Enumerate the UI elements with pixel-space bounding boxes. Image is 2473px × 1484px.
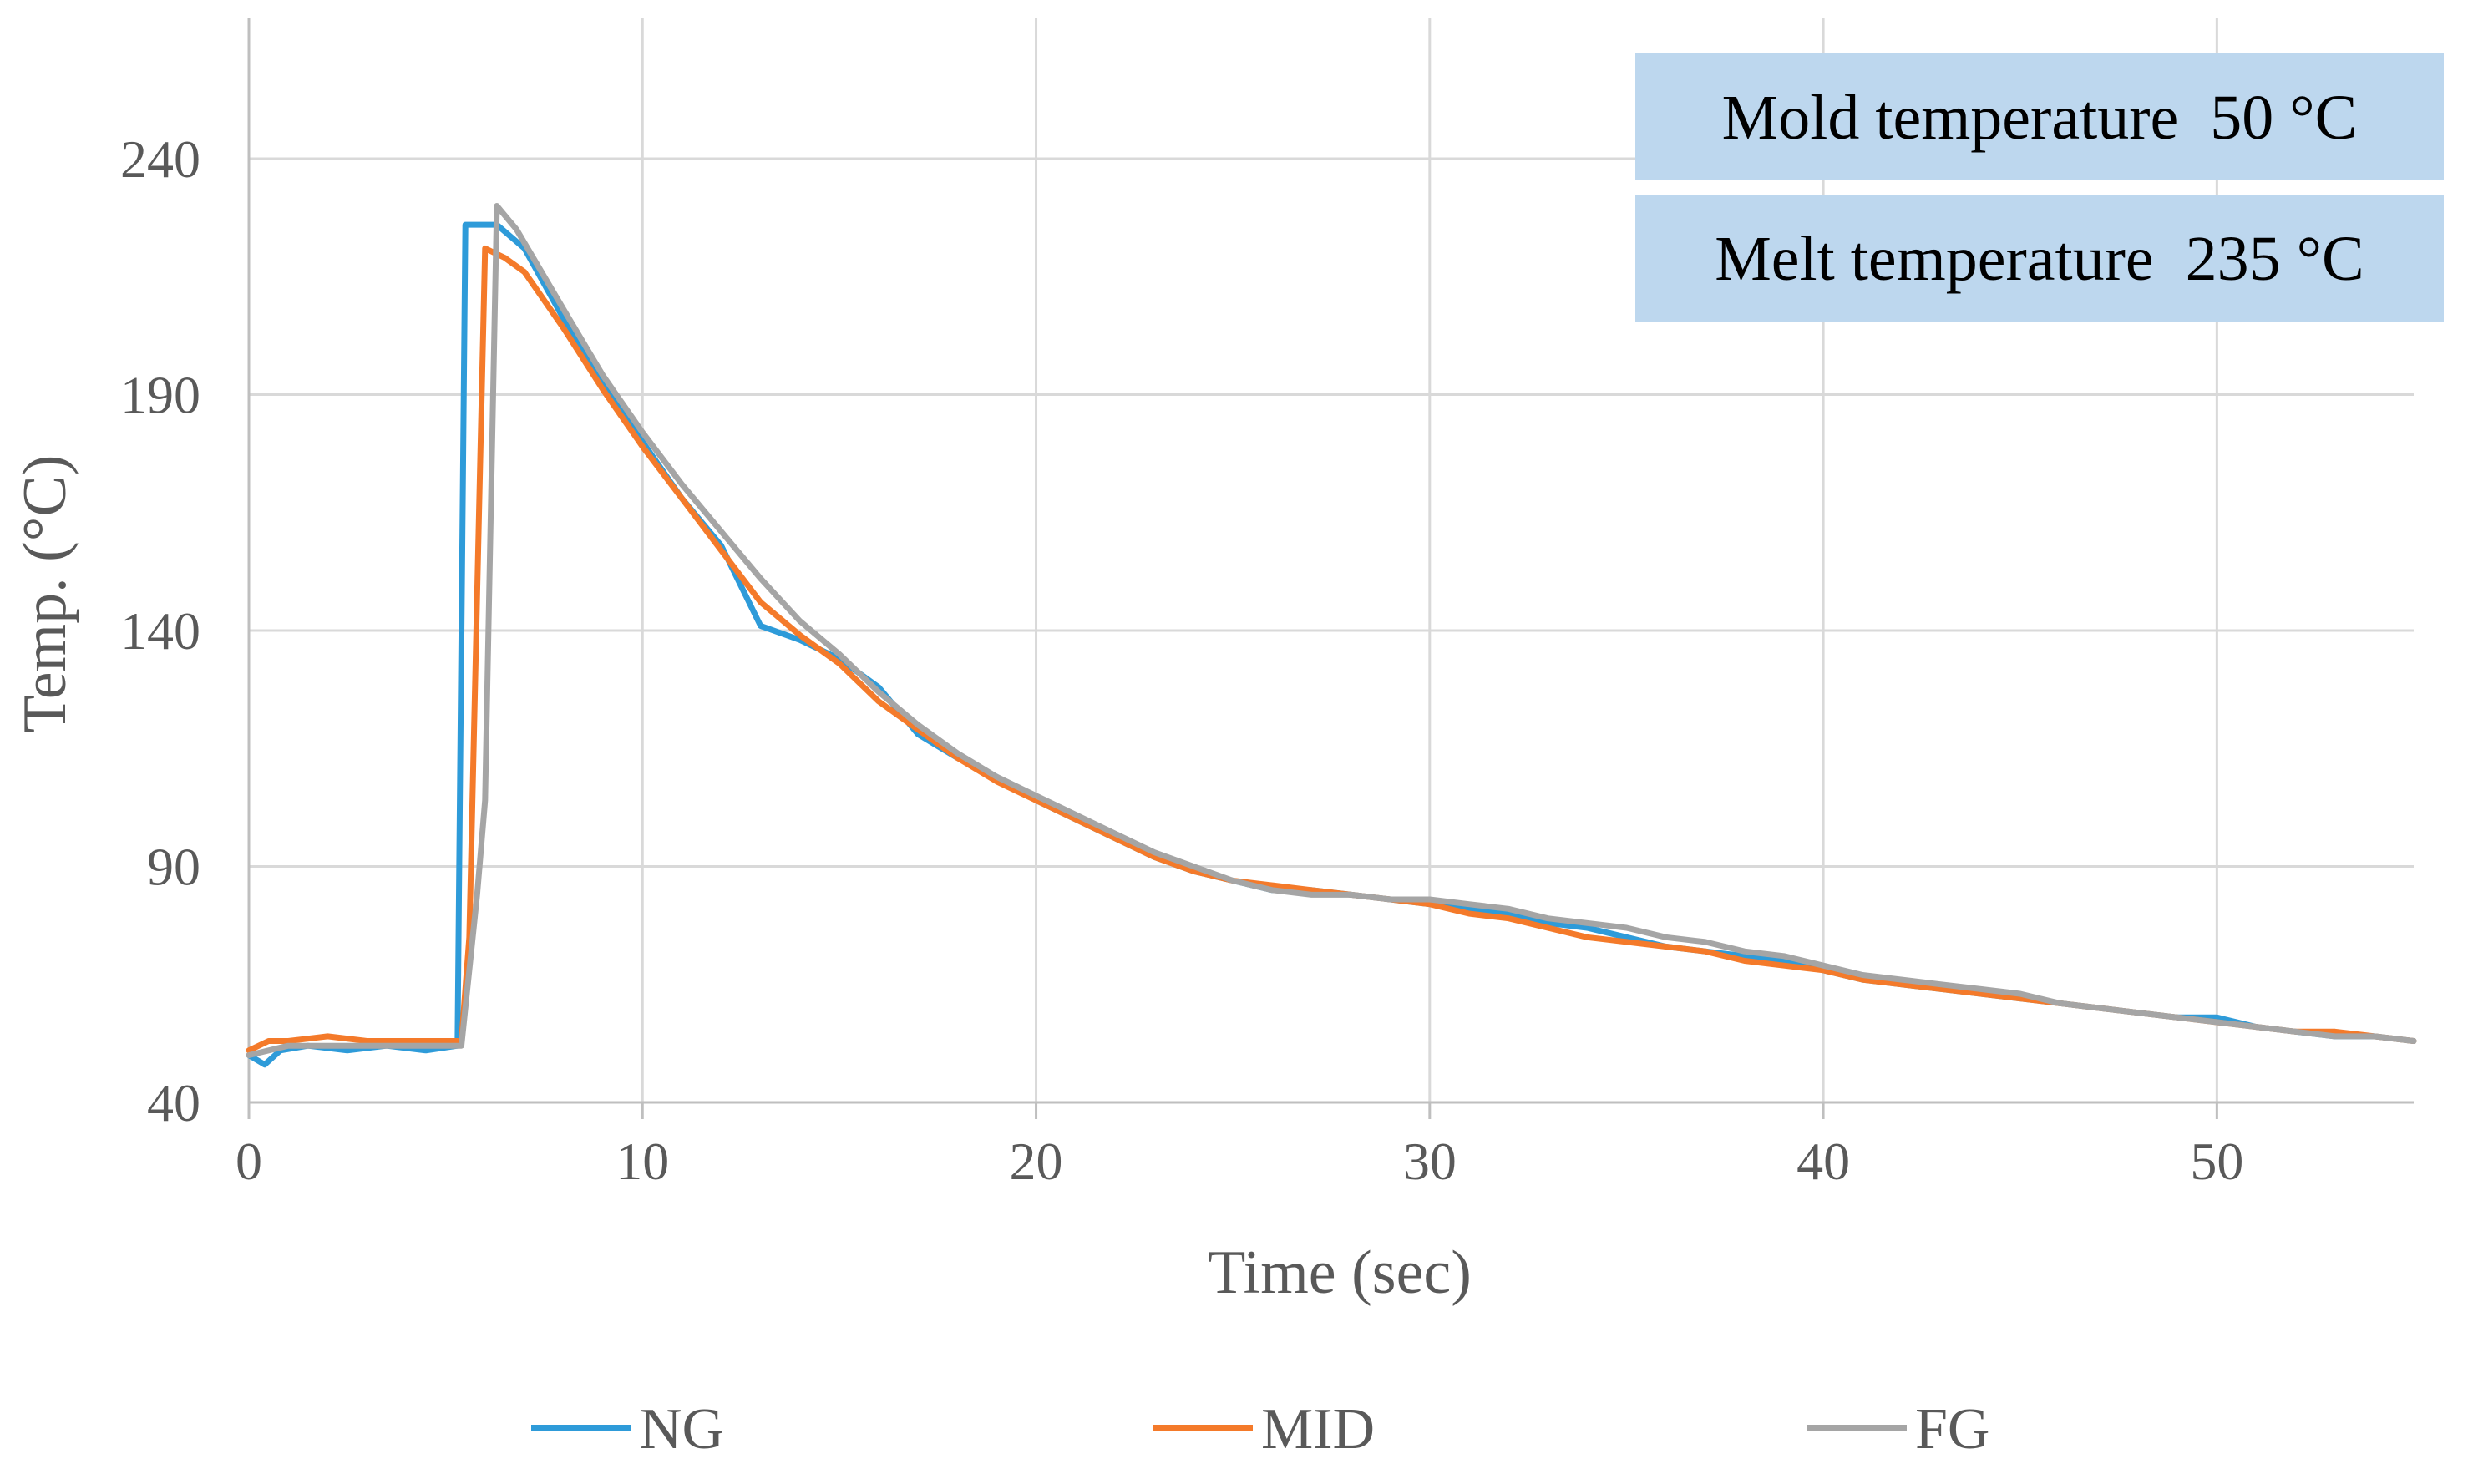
mold-temperature-label: Mold temperature 50 °C [1722, 83, 2358, 153]
y-tick-label: 140 [120, 601, 200, 661]
series-line-mid [246, 245, 2417, 1054]
x-tick-label: 0 [236, 1132, 262, 1191]
mold-temperature-box [1635, 53, 2444, 180]
legend-label-ng: NG [640, 1397, 724, 1461]
melt-temperature-box [1635, 195, 2444, 322]
x-tick-label: 30 [1403, 1132, 1457, 1191]
x-tick-label: 50 [2190, 1132, 2243, 1191]
series-lines [246, 203, 2417, 1068]
x-tick-label: 10 [616, 1132, 669, 1191]
series-line-fg [246, 203, 2417, 1058]
legend-label-mid: MID [1261, 1397, 1375, 1461]
axes [247, 18, 2414, 1119]
grid [249, 18, 2414, 1102]
y-tick-label: 40 [147, 1073, 200, 1132]
x-tick-label: 20 [1010, 1132, 1063, 1191]
series-line-ng [246, 221, 2417, 1068]
y-axis-title: Temp. (°C) [11, 455, 79, 733]
tick-labels: 0 10 20 30 40 50 40 90 140 190 240 [120, 129, 2243, 1191]
y-tick-label: 90 [147, 838, 200, 897]
legend: NG MID FG [531, 1397, 1989, 1461]
legend-label-fg: FG [1915, 1397, 1989, 1461]
annotation-boxes: Mold temperature 50 °C Melt temperature … [1635, 53, 2444, 322]
x-tick-label: 40 [1796, 1132, 1850, 1191]
melt-temperature-label: Melt temperature 235 °C [1715, 224, 2364, 294]
y-tick-label: 190 [120, 366, 200, 425]
x-axis-title: Time (sec) [1208, 1238, 1472, 1307]
y-tick-label: 240 [120, 129, 200, 189]
